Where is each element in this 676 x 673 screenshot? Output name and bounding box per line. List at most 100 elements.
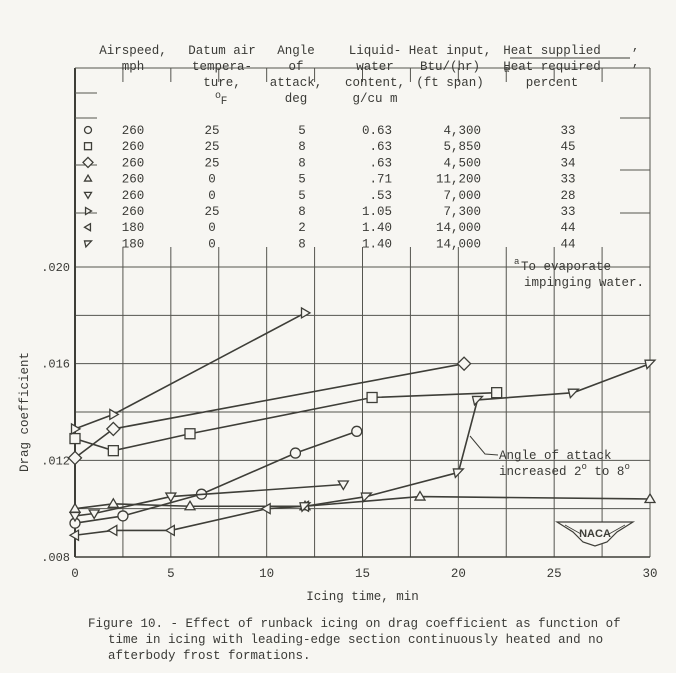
- svg-text:deg: deg: [285, 92, 308, 106]
- svg-text:8: 8: [298, 156, 306, 170]
- svg-text:5: 5: [167, 567, 175, 581]
- svg-text:Heat input,: Heat input,: [409, 44, 492, 58]
- svg-text:g/cu m: g/cu m: [352, 92, 397, 106]
- svg-text:.63: .63: [369, 156, 392, 170]
- figure-caption: Figure 10. - Effect of runback icing on …: [88, 616, 668, 664]
- svg-text:7,300: 7,300: [443, 205, 481, 219]
- svg-text:25: 25: [204, 124, 219, 138]
- svg-text:260: 260: [122, 189, 145, 203]
- caption-line-1: Figure 10. - Effect of runback icing on …: [88, 617, 621, 631]
- svg-text:33: 33: [560, 173, 575, 187]
- svg-text:2: 2: [298, 221, 306, 235]
- svg-text:1.05: 1.05: [362, 205, 392, 219]
- svg-text:Btu/(hr): Btu/(hr): [420, 60, 480, 74]
- svg-text:Angle of attack: Angle of attack: [499, 449, 612, 463]
- svg-text:14,000: 14,000: [436, 237, 481, 251]
- svg-text:.53: .53: [369, 189, 392, 203]
- svg-text:0.63: 0.63: [362, 124, 392, 138]
- svg-text:NACA: NACA: [579, 528, 611, 540]
- svg-text:260: 260: [122, 205, 145, 219]
- svg-text:.012: .012: [41, 454, 70, 468]
- svg-text:20: 20: [451, 567, 466, 581]
- svg-text:a: a: [504, 65, 510, 75]
- svg-text:25: 25: [204, 156, 219, 170]
- svg-text:8: 8: [298, 205, 306, 219]
- svg-text:45: 45: [560, 140, 575, 154]
- svg-text:4,300: 4,300: [443, 124, 481, 138]
- svg-text:Angle: Angle: [277, 44, 315, 58]
- svg-text:0: 0: [208, 173, 216, 187]
- svg-text:5: 5: [298, 173, 306, 187]
- svg-text:30: 30: [642, 567, 657, 581]
- caption-line-3: afterbody frost formations.: [108, 649, 311, 663]
- svg-text:a: a: [514, 257, 520, 267]
- svg-text:11,200: 11,200: [436, 173, 481, 187]
- svg-text:14,000: 14,000: [436, 221, 481, 235]
- svg-text:0: 0: [208, 237, 216, 251]
- data-series: [67, 306, 657, 542]
- svg-text:4,500: 4,500: [443, 156, 481, 170]
- svg-text:25: 25: [547, 567, 562, 581]
- svg-text:ture,: ture,: [203, 76, 241, 90]
- svg-text:0: 0: [71, 567, 79, 581]
- svg-text:5: 5: [298, 189, 306, 203]
- svg-text:180: 180: [122, 221, 145, 235]
- svg-text:mph: mph: [122, 60, 145, 74]
- svg-text:o: o: [215, 91, 221, 102]
- svg-text:.016: .016: [41, 358, 70, 372]
- svg-text:,: ,: [632, 56, 639, 70]
- svg-text:Datum air: Datum air: [188, 44, 256, 58]
- svg-text:(ft span): (ft span): [416, 76, 484, 90]
- svg-text:1.40: 1.40: [362, 221, 392, 235]
- svg-text:8: 8: [298, 140, 306, 154]
- svg-text:8: 8: [298, 237, 306, 251]
- svg-text:To evaporate: To evaporate: [521, 260, 611, 274]
- svg-text:percent: percent: [526, 76, 579, 90]
- data-table: Airspeed, mph Datum air tempera-ture,o F Angl…: [82, 40, 639, 251]
- svg-text:10: 10: [259, 567, 274, 581]
- svg-text:Drag coefficient: Drag coefficient: [18, 352, 32, 472]
- svg-text:44: 44: [560, 237, 575, 251]
- svg-text:,: ,: [632, 40, 639, 54]
- svg-text:44: 44: [560, 221, 575, 235]
- svg-text:7,000: 7,000: [443, 189, 481, 203]
- svg-text:180: 180: [122, 237, 145, 251]
- grid: [74, 67, 651, 558]
- svg-text:attack,: attack,: [270, 76, 323, 90]
- svg-text:Liquid-: Liquid-: [349, 44, 402, 58]
- svg-text:15: 15: [355, 567, 370, 581]
- svg-text:Icing time, min: Icing time, min: [306, 590, 419, 604]
- svg-text:260: 260: [122, 124, 145, 138]
- svg-text:260: 260: [122, 156, 145, 170]
- svg-text:260: 260: [122, 173, 145, 187]
- svg-text:0: 0: [208, 189, 216, 203]
- svg-text:25: 25: [204, 140, 219, 154]
- svg-text:Airspeed,: Airspeed,: [99, 44, 167, 58]
- svg-text:28: 28: [560, 189, 575, 203]
- svg-text:F: F: [221, 96, 228, 108]
- axes: .008 .012 .016 .020 0 5 10 15 20 25 30 Icing time, …: [18, 261, 658, 604]
- svg-text:25: 25: [204, 205, 219, 219]
- svg-text:content,: content,: [345, 76, 405, 90]
- svg-text:Heat supplied: Heat supplied: [503, 44, 601, 58]
- svg-text:impinging water.: impinging water.: [524, 276, 644, 290]
- svg-text:of: of: [288, 60, 303, 74]
- svg-text:33: 33: [560, 205, 575, 219]
- svg-text:increased 2o to 8o: increased 2o to 8o: [499, 462, 630, 479]
- annotations: a To evaporate impinging water. Angle of at…: [469, 257, 644, 547]
- svg-text:.008: .008: [41, 551, 70, 565]
- svg-text:Heat required: Heat required: [503, 60, 601, 74]
- svg-text:water: water: [356, 60, 394, 74]
- svg-text:0: 0: [208, 221, 216, 235]
- svg-text:1.40: 1.40: [362, 237, 392, 251]
- svg-text:5: 5: [298, 124, 306, 138]
- svg-text:5,850: 5,850: [443, 140, 481, 154]
- svg-text:.71: .71: [369, 173, 392, 187]
- svg-text:.020: .020: [41, 261, 70, 275]
- caption-line-2: time in icing with leading-edge section …: [108, 633, 604, 647]
- svg-text:34: 34: [560, 156, 575, 170]
- svg-text:tempera-: tempera-: [192, 60, 252, 74]
- svg-text:.63: .63: [369, 140, 392, 154]
- svg-text:260: 260: [122, 140, 145, 154]
